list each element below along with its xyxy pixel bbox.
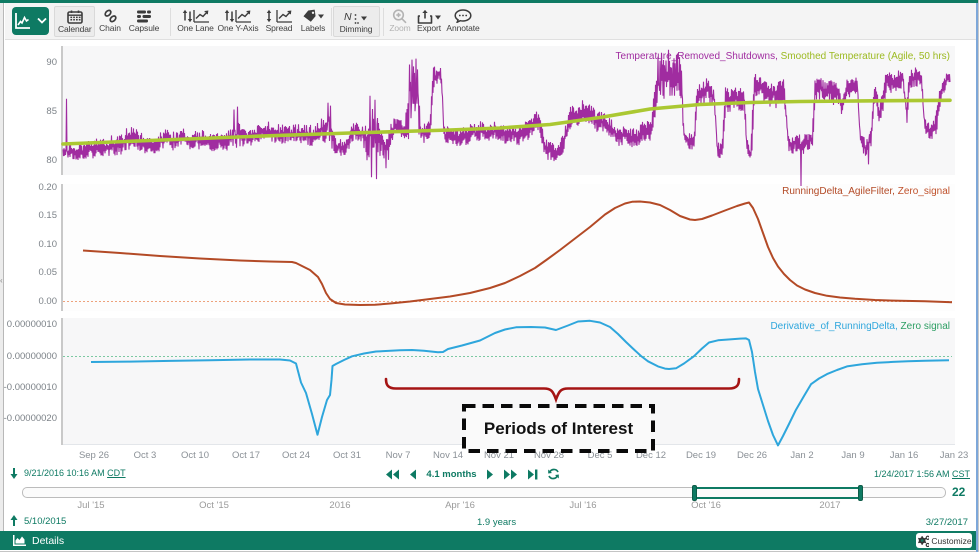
svg-text:N: N [344, 11, 352, 23]
